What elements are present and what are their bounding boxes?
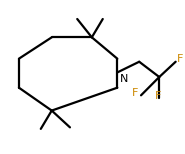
Text: N: N bbox=[120, 73, 128, 83]
Text: F: F bbox=[176, 54, 183, 64]
Text: F: F bbox=[132, 88, 138, 98]
Text: F: F bbox=[155, 91, 162, 101]
